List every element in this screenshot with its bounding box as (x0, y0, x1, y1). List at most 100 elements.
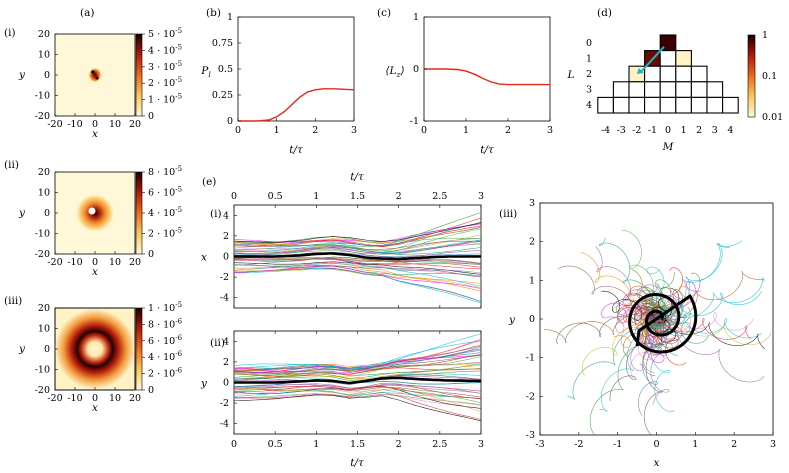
colorbar-label: 8 · 10-5 (148, 165, 182, 178)
axis-label-M: M (662, 141, 674, 153)
series-line-b (238, 88, 355, 122)
grid-cell (706, 81, 724, 98)
grid-cell (612, 96, 630, 114)
tick-label: 1 (692, 439, 698, 450)
trajectory-line (233, 223, 482, 243)
trajectory-line (233, 269, 482, 289)
trajectory-line (233, 256, 482, 265)
trajectory-line (233, 340, 482, 371)
tick-label-M: -1 (648, 125, 657, 136)
trajectory-xy (645, 271, 675, 332)
tick-label-L: 3 (586, 85, 592, 96)
axis-label-x: x (92, 402, 98, 414)
tick-label: 0 (413, 64, 419, 75)
tick-label: 10 (38, 50, 50, 61)
trajectory-xy (642, 240, 743, 321)
plot-e-iii (539, 202, 774, 436)
tick-label-M: -3 (617, 125, 626, 136)
tick-label-bottom: 1 (313, 439, 319, 450)
tick-label: 20 (129, 119, 141, 130)
axis-label-y: y (18, 207, 26, 219)
trajectory-line (233, 391, 482, 420)
plot-c (423, 16, 551, 122)
row-label-ii: (ii) (4, 159, 19, 171)
axis-label-x: t/τ (289, 144, 303, 156)
mean-line-e-i (234, 252, 481, 261)
trajectory-line (234, 264, 482, 278)
grid-cell (612, 81, 630, 98)
axis-label-y: y (18, 69, 26, 81)
trajectory-line (233, 264, 482, 277)
axis-label-y: y (200, 378, 208, 390)
tick-label-top: 3 (478, 191, 484, 202)
colorbar-label: 6 · 10-5 (148, 186, 182, 199)
trajectory-line (233, 226, 482, 245)
tick-label: -10 (35, 365, 50, 376)
tick-label: 20 (129, 393, 141, 404)
tick-label-bottom: 0.5 (268, 439, 283, 450)
tick-label: -1 (526, 353, 535, 364)
trajectory-line (233, 239, 482, 254)
trajectory-xy (650, 323, 675, 412)
transition-arrow (640, 46, 665, 73)
tick-label-L: 4 (586, 100, 592, 111)
axis-label-L: L (567, 69, 575, 81)
axis-label-y: Pl (200, 65, 211, 79)
axis-label-y: ⟨Lz⟩ (385, 65, 404, 79)
arrow-head (636, 68, 644, 74)
trajectory-line (233, 388, 482, 406)
tick-label: -10 (67, 119, 82, 130)
tick-label-top: 0 (231, 191, 237, 202)
axis-label-y: y (18, 343, 26, 355)
tick-label-bottom: 2.5 (432, 439, 447, 450)
tick-label: 2 (529, 237, 535, 248)
tick-label: -3 (535, 439, 544, 450)
trajectory-xy (649, 306, 762, 339)
trajectory-xy (653, 291, 762, 327)
trajectory-line (233, 393, 482, 409)
trajectory-line (233, 387, 482, 412)
grid-cell (690, 81, 708, 98)
trajectory-line (233, 265, 482, 289)
trajectory-line (234, 239, 482, 253)
axis-label-x: x (92, 128, 98, 140)
tick-label-top: 2 (396, 191, 402, 202)
tick-label: 1 (529, 275, 535, 286)
heatmap-a-ii (54, 171, 136, 255)
sub-label-e-ii: (ii) (210, 337, 225, 349)
tick-label-L: 2 (586, 69, 592, 80)
tick-label: -10 (67, 393, 82, 404)
trajectory-line (233, 257, 482, 266)
colorbar-label: 4 · 10-5 (148, 206, 182, 219)
mean-trajectory-spiral (628, 293, 698, 354)
colorbar-label: 1 (762, 30, 768, 41)
panel-label-d: (d) (597, 7, 612, 19)
tick-label: 0 (44, 344, 50, 355)
tick-label: -2 (220, 398, 229, 409)
tick-label: 0 (223, 378, 229, 389)
tick-label: 0 (421, 125, 427, 136)
tick-label: 2 (223, 231, 229, 242)
tick-label: 0 (653, 439, 659, 450)
trajectory-line (233, 385, 482, 398)
tick-label: 2 (505, 125, 511, 136)
tick-label: 2 (312, 125, 318, 136)
tick-label: -4 (220, 293, 229, 304)
trajectory-line (233, 212, 482, 245)
tick-label: 0 (223, 252, 229, 263)
panel-label-b: (b) (206, 7, 221, 19)
trajectory-line (233, 346, 482, 374)
heatmap-a-iii (54, 307, 136, 391)
grid-cell (690, 96, 708, 114)
tick-label: 20 (38, 303, 50, 314)
trajectory-xy (567, 327, 659, 400)
tick-label-top: 1 (313, 191, 319, 202)
tick-label-M: 0 (665, 125, 671, 136)
trajectory-line (234, 262, 482, 292)
colorbar-label: 6 · 10-6 (148, 334, 183, 347)
tick-label-M: 3 (712, 125, 718, 136)
axis-label-x: x (654, 457, 660, 469)
grid-cell (659, 96, 677, 114)
tick-label: 1 (413, 12, 419, 23)
